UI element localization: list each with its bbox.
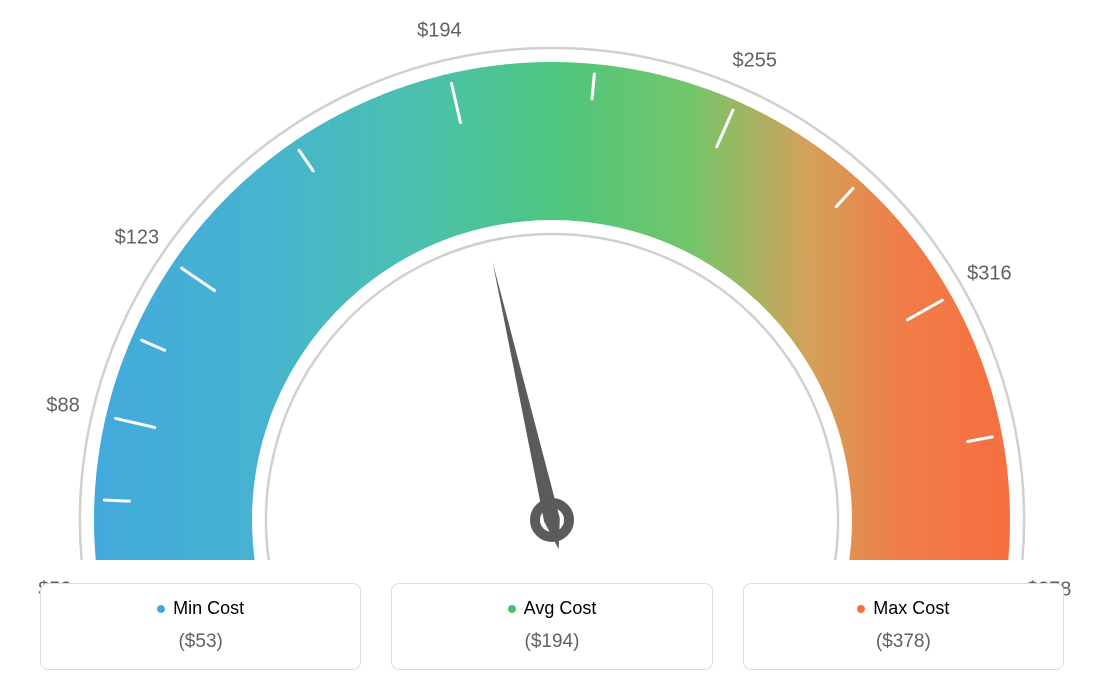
cost-gauge-container: $53$88$123$194$255$316$378 Min Cost ($53… [0,0,1104,690]
dot-icon [857,605,865,613]
gauge-svg [0,0,1104,560]
legend-label-avg: Avg Cost [524,598,597,619]
legend-row: Min Cost ($53) Avg Cost ($194) Max Cost … [0,583,1104,670]
legend-card-max: Max Cost ($378) [743,583,1064,670]
legend-value-avg: ($194) [402,631,701,653]
legend-card-min: Min Cost ($53) [40,583,361,670]
gauge-tick-label: $316 [967,262,1012,285]
legend-value-min: ($53) [51,631,350,653]
legend-label-min: Min Cost [173,598,244,619]
legend-title-min: Min Cost [157,598,244,619]
legend-title-avg: Avg Cost [508,598,597,619]
dot-icon [508,605,516,613]
legend-value-max: ($378) [754,631,1053,653]
dot-icon [157,605,165,613]
gauge-tick-label: $194 [417,19,462,42]
legend-card-avg: Avg Cost ($194) [391,583,712,670]
gauge-tick-label: $88 [46,395,79,418]
legend-label-max: Max Cost [873,598,949,619]
legend-title-max: Max Cost [857,598,949,619]
gauge-tick-label: $123 [115,226,160,249]
gauge-tick-label: $255 [733,49,778,72]
